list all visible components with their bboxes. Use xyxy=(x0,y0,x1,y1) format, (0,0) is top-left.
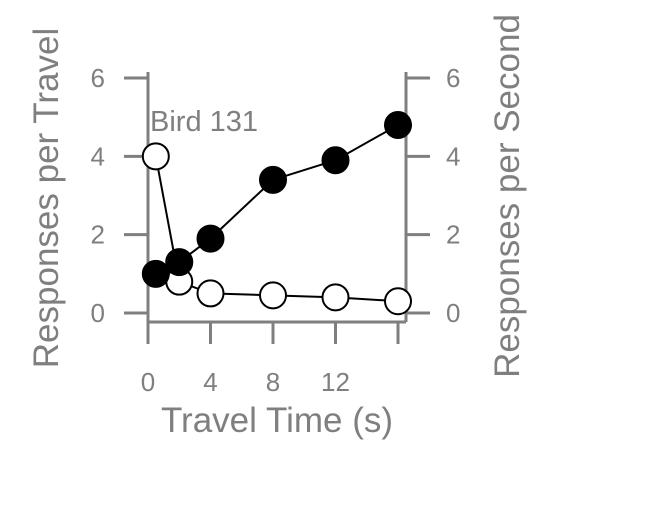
right-y-tick-label: 0 xyxy=(446,298,460,328)
left-y-tick-label: 4 xyxy=(91,141,105,171)
x-tick-label: 4 xyxy=(203,367,217,397)
x-tick-label: 0 xyxy=(141,367,155,397)
series-filled xyxy=(141,111,412,288)
right-y-tick-label: 6 xyxy=(446,63,460,93)
data-point xyxy=(165,248,194,277)
data-point xyxy=(321,283,350,312)
data-point xyxy=(196,279,225,308)
series-line xyxy=(155,124,399,275)
x-axis-title: Travel Time (s) xyxy=(161,401,393,440)
data-point xyxy=(384,111,412,139)
data-point xyxy=(259,165,287,194)
ticks: 0 0 2 2 4 4 6 6 0 4 8 12 xyxy=(91,63,461,397)
right-y-tick-label: 4 xyxy=(446,141,460,171)
data-point xyxy=(259,281,287,310)
bird-annotation: Bird 131 xyxy=(150,106,258,138)
left-y-axis-title: Responses per Travel xyxy=(27,28,66,368)
left-y-tick-label: 6 xyxy=(91,63,105,93)
x-tick-label: 12 xyxy=(321,367,350,397)
x-tick-label: 8 xyxy=(266,367,280,397)
data-point xyxy=(196,224,225,253)
right-y-tick-label: 2 xyxy=(446,220,460,250)
left-y-tick-label: 2 xyxy=(91,220,105,250)
series-layer xyxy=(141,111,412,316)
left-y-tick-label: 0 xyxy=(91,298,105,328)
data-point xyxy=(141,142,170,171)
right-y-axis-title: Responses per Second xyxy=(488,14,527,378)
data-point xyxy=(141,259,170,288)
data-point xyxy=(384,287,412,316)
data-point xyxy=(321,146,350,175)
